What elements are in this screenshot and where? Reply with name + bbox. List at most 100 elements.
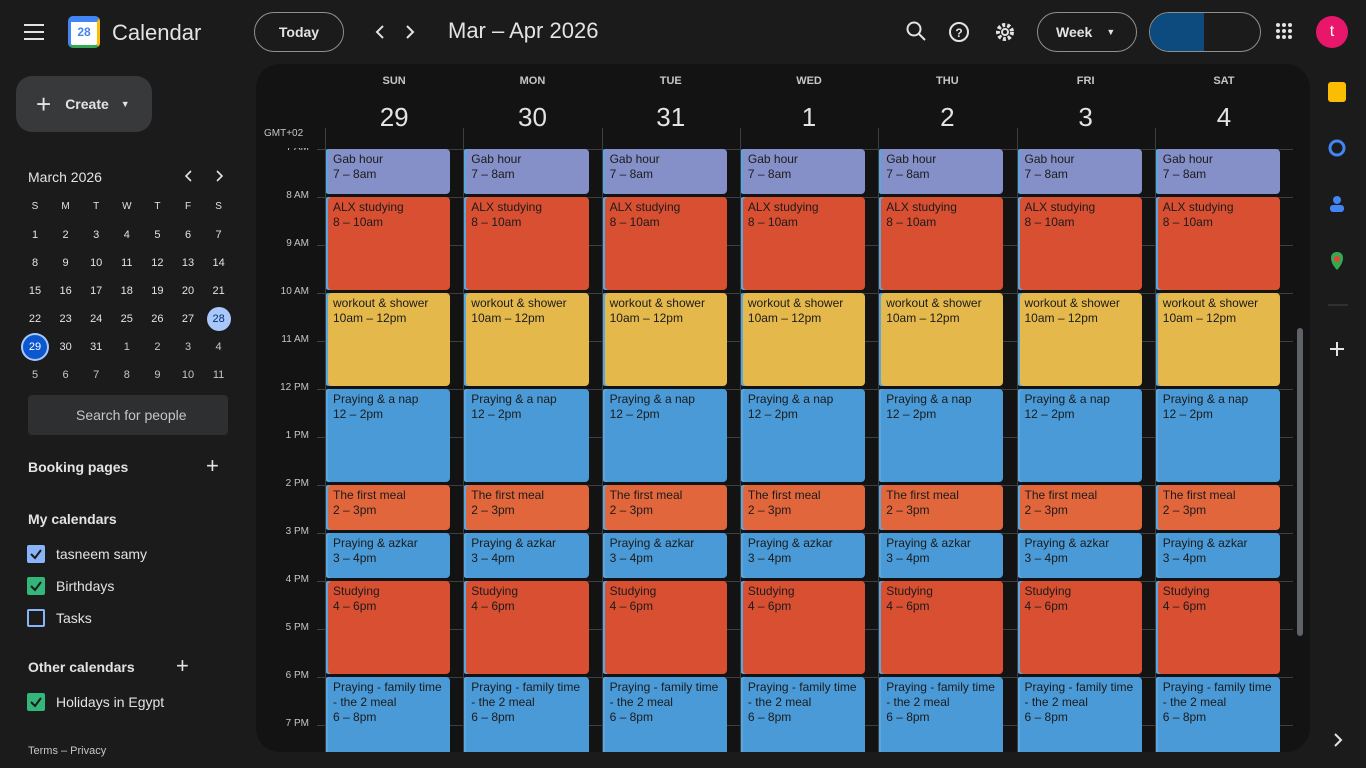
event[interactable]: Praying - family time - the 2 meal 6 – 8p… [1016, 677, 1142, 752]
event[interactable]: Gab hour 7 – 8am [463, 149, 589, 194]
event[interactable]: workout & shower 10am – 12pm [463, 293, 589, 386]
event[interactable]: ALX studying 8 – 10am [601, 197, 727, 290]
mini-day[interactable]: 2 [154, 341, 161, 353]
calendar-checkbox[interactable] [27, 609, 45, 627]
event[interactable]: The first meal 2 – 3pm [1154, 485, 1281, 530]
today-button[interactable]: Today [254, 12, 344, 52]
mini-nav[interactable] [182, 170, 228, 182]
create-button[interactable]: + Create ▼ [16, 76, 152, 132]
mini-day[interactable]: 7 [215, 229, 222, 241]
event[interactable]: ALX studying 8 – 10am [1016, 197, 1142, 290]
event[interactable]: The first meal 2 – 3pm [878, 485, 1004, 530]
event[interactable]: Gab hour 7 – 8am [601, 149, 727, 194]
event[interactable]: Praying & a nap 12 – 2pm [1154, 389, 1281, 482]
event[interactable]: Praying & azkar 3 – 4pm [1154, 533, 1281, 578]
mini-day[interactable]: 19 [151, 285, 164, 297]
event[interactable]: Studying 4 – 6pm [463, 581, 589, 674]
event[interactable]: Praying & a nap 12 – 2pm [1016, 389, 1142, 482]
event[interactable]: The first meal 2 – 3pm [739, 485, 866, 530]
mini-day[interactable]: 23 [59, 313, 72, 325]
event[interactable]: Studying 4 – 6pm [1016, 581, 1142, 674]
header-icons[interactable]: ? [905, 20, 1025, 44]
mini-day[interactable]: 11 [212, 369, 225, 381]
event[interactable]: workout & shower 10am – 12pm [878, 293, 1004, 386]
event[interactable]: Praying & azkar 3 – 4pm [463, 533, 589, 578]
avatar[interactable]: t [1316, 16, 1348, 48]
event[interactable]: Studying 4 – 6pm [878, 581, 1004, 674]
mini-day[interactable]: 11 [121, 257, 133, 269]
mini-day[interactable]: 9 [154, 369, 161, 381]
event[interactable]: Praying & azkar 3 – 4pm [601, 533, 727, 578]
day-date[interactable]: 2 [940, 102, 955, 132]
search-people[interactable]: Search for people [28, 395, 228, 435]
event[interactable]: Praying & a nap 12 – 2pm [325, 389, 451, 482]
mini-day[interactable]: 17 [90, 285, 103, 297]
event[interactable]: Gab hour 7 – 8am [878, 149, 1004, 194]
event[interactable]: Praying - family time - the 2 meal 6 – 8p… [739, 677, 866, 752]
event[interactable]: Gab hour 7 – 8am [325, 149, 451, 194]
side-rail[interactable] [1326, 80, 1350, 370]
event[interactable]: Studying 4 – 6pm [739, 581, 866, 674]
mini-day[interactable]: 21 [212, 285, 225, 297]
event[interactable]: ALX studying 8 – 10am [739, 197, 866, 290]
mini-day[interactable]: 16 [59, 285, 72, 297]
mini-day[interactable]: 12 [151, 257, 164, 269]
event[interactable]: Studying 4 – 6pm [601, 581, 727, 674]
scrollbar[interactable] [1297, 328, 1303, 636]
mini-day[interactable]: 10 [181, 369, 195, 381]
event[interactable]: Gab hour 7 – 8am [739, 149, 866, 194]
mini-day[interactable]: 30 [59, 341, 72, 353]
mini-day[interactable]: 1 [31, 229, 39, 241]
event[interactable]: Praying - family time - the 2 meal 6 – 8p… [463, 677, 589, 752]
event[interactable]: workout & shower 10am – 12pm [1016, 293, 1142, 386]
mini-day[interactable]: 24 [90, 313, 103, 325]
mini-day[interactable]: 1 [123, 341, 130, 353]
mini-day[interactable]: 6 [184, 229, 192, 241]
event[interactable]: The first meal 2 – 3pm [463, 485, 589, 530]
calendar-checkbox[interactable] [27, 577, 45, 595]
add-calendar[interactable]: + [176, 653, 189, 678]
mini-day[interactable]: 22 [28, 313, 42, 325]
event[interactable]: ALX studying 8 – 10am [1154, 197, 1281, 290]
event[interactable]: Praying & a nap 12 – 2pm [878, 389, 1004, 482]
event[interactable]: Gab hour 7 – 8am [1016, 149, 1142, 194]
event[interactable]: Praying & a nap 12 – 2pm [463, 389, 589, 482]
event[interactable]: Praying & azkar 3 – 4pm [739, 533, 866, 578]
mini-day[interactable]: 10 [90, 257, 103, 269]
event[interactable]: Praying - family time - the 2 meal 6 – 8p… [1154, 677, 1281, 752]
view-selector[interactable]: Week ▼ [1037, 12, 1137, 52]
footer-links[interactable]: Terms – Privacy [28, 745, 107, 757]
event[interactable]: Praying - family time - the 2 meal 6 – 8p… [878, 677, 1004, 752]
add-booking[interactable]: + [206, 453, 219, 478]
mini-day[interactable]: 2 [62, 229, 69, 241]
apps-icon[interactable] [1275, 22, 1295, 42]
mini-day[interactable]: 27 [181, 313, 195, 325]
mini-day[interactable]: 14 [212, 257, 225, 269]
expand-rail[interactable] [1332, 733, 1344, 747]
event[interactable]: workout & shower 10am – 12pm [325, 293, 451, 386]
mini-day[interactable]: 5 [31, 369, 39, 381]
event[interactable]: Gab hour 7 – 8am [1154, 149, 1281, 194]
event[interactable]: Praying & a nap 12 – 2pm [601, 389, 727, 482]
calendar-mode[interactable] [1150, 13, 1204, 51]
event[interactable]: The first meal 2 – 3pm [601, 485, 727, 530]
mini-day[interactable]: 9 [62, 257, 69, 269]
event[interactable]: Praying - family time - the 2 meal 6 – 8p… [325, 677, 451, 752]
mini-day[interactable]: 8 [31, 257, 39, 269]
day-date[interactable]: 1 [801, 102, 817, 132]
day-date[interactable]: 4 [1216, 102, 1232, 132]
event[interactable]: Praying & azkar 3 – 4pm [1016, 533, 1142, 578]
mini-day[interactable]: 6 [62, 369, 69, 381]
event[interactable]: workout & shower 10am – 12pm [601, 293, 727, 386]
nav-arrows[interactable] [372, 24, 422, 40]
event[interactable]: Praying - family time - the 2 meal 6 – 8p… [601, 677, 727, 752]
mini-day[interactable]: 18 [120, 285, 133, 297]
calendar-checkbox[interactable] [27, 545, 45, 563]
mini-day[interactable]: 31 [90, 341, 103, 353]
mini-day[interactable]: 3 [184, 341, 192, 353]
event[interactable]: Praying & azkar 3 – 4pm [878, 533, 1004, 578]
mode-toggle[interactable] [1149, 12, 1261, 52]
event[interactable]: Studying 4 – 6pm [325, 581, 451, 674]
event[interactable]: The first meal 2 – 3pm [1016, 485, 1142, 530]
menu-icon[interactable] [24, 22, 48, 42]
